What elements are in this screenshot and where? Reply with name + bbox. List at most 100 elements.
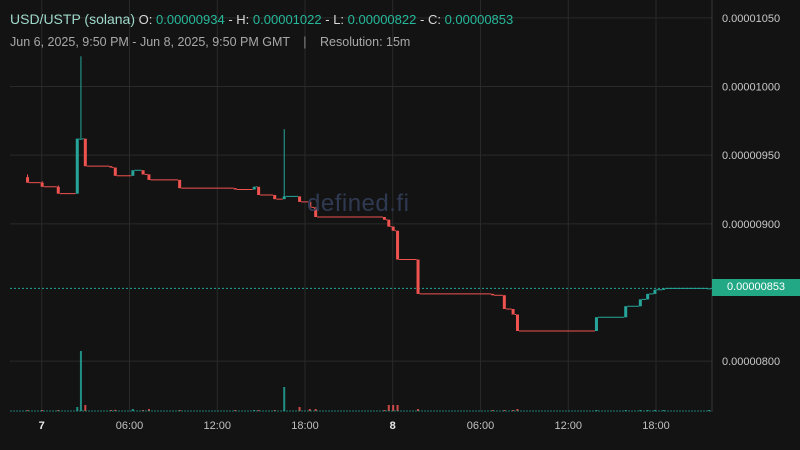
low-label: L: (333, 12, 345, 27)
candle-body (40, 182, 44, 187)
candle-body (83, 138, 87, 167)
candle-body (113, 167, 117, 176)
x-axis: 7 06:00 12:00 18:00 8 06:00 12:00 18:00 (39, 420, 670, 432)
volume-bar (396, 405, 399, 411)
volume-bar (298, 407, 301, 411)
high-label: H: (236, 12, 250, 27)
y-tick-label: 0.00001050 (722, 13, 780, 25)
x-tick-label: 12:00 (554, 420, 582, 432)
volume-bar (41, 410, 44, 411)
open-value: 0.00000934 (156, 12, 225, 27)
volume-bar (491, 410, 494, 411)
volume-bar (653, 410, 656, 411)
volume-bar (512, 410, 515, 411)
volume-bar (662, 410, 665, 411)
volume-bar (131, 409, 134, 411)
candle-body (79, 138, 83, 140)
candle-body (147, 174, 151, 180)
y-tick-label: 0.00000800 (722, 356, 780, 368)
candle-body (308, 201, 312, 208)
y-tick-label: 0.00000950 (722, 150, 780, 162)
volume-bar (387, 405, 390, 411)
candle-body (109, 166, 113, 168)
candle-body (638, 299, 642, 307)
candle-body (178, 179, 182, 189)
range-line: Jun 6, 2025, 9:50 PM - Jun 8, 2025, 9:50… (10, 33, 513, 51)
y-tick-label: 0.00001000 (722, 82, 780, 94)
x-tick-label: 7 (39, 420, 45, 432)
candle-body (502, 295, 506, 309)
candle-body (653, 289, 657, 294)
volume-bar (76, 407, 79, 411)
volume-bars (10, 351, 712, 412)
x-tick-label: 18:00 (291, 420, 319, 432)
x-tick-label: 12:00 (203, 420, 231, 432)
volume-bar (417, 409, 420, 411)
candle-body (314, 207, 318, 217)
volume-bar (283, 387, 286, 411)
y-tick-label: 0.00000900 (722, 219, 780, 231)
grid-lines (10, 0, 713, 412)
y-axis: 0.00001050 0.00001000 0.00000950 0.00000900… (722, 13, 780, 368)
candle-body (75, 138, 79, 194)
candle-body (511, 309, 515, 315)
volume-bar (257, 410, 260, 411)
date-range: Jun 6, 2025, 9:50 PM - Jun 8, 2025, 9:50… (10, 35, 290, 49)
x-tick-label: 8 (390, 420, 396, 432)
candle-body (416, 259, 420, 294)
separator: | (303, 35, 307, 49)
x-tick-label: 18:00 (642, 420, 670, 432)
dash-sep: - (325, 12, 330, 27)
open-label: O: (138, 12, 153, 27)
candle-body (391, 226, 395, 231)
ohlc-line: USD/USTP (solana) O: 0.00000934 - H: 0.0… (10, 10, 513, 29)
candle-body (257, 186, 261, 196)
candle-body (282, 196, 286, 200)
candle-body (707, 288, 711, 290)
volume-bar (503, 410, 506, 411)
candle-body (233, 188, 237, 190)
candle-body (624, 306, 628, 318)
candle-body (387, 219, 391, 227)
candle-body (646, 293, 650, 300)
candle-body (26, 177, 30, 183)
x-tick-label: 06:00 (467, 420, 495, 432)
volume-bar (26, 410, 29, 411)
volume-bar (314, 409, 317, 411)
watermark: defined.fi (307, 190, 410, 217)
candle-body (662, 288, 666, 290)
dash-sep: - (228, 12, 233, 27)
volume-bar (392, 405, 395, 411)
candle-body (131, 170, 135, 176)
close-label: C: (427, 12, 441, 27)
volume-bar (79, 351, 82, 411)
close-value: 0.00000853 (444, 12, 514, 27)
pair-title: USD/USTP (solana) (10, 11, 136, 27)
candles (26, 56, 711, 332)
chart-header: USD/USTP (solana) O: 0.00000934 - H: 0.0… (10, 10, 513, 51)
candle-body (594, 317, 598, 331)
volume-bar (308, 409, 311, 411)
x-tick-label: 06:00 (116, 420, 144, 432)
candle-body (382, 216, 386, 220)
volume-bar (147, 409, 150, 411)
resolution[interactable]: Resolution: 15m (320, 35, 411, 49)
current-price-badge: 0.00000853 (712, 279, 800, 296)
volume-bar (84, 405, 87, 411)
candle-body (396, 230, 400, 260)
high-value: 0.00001022 (252, 12, 322, 27)
candle-body (252, 186, 256, 190)
candle-body (491, 293, 495, 296)
candle-body (56, 186, 60, 194)
volume-bar (516, 409, 519, 411)
candle-body (141, 170, 145, 175)
candle-body (273, 195, 277, 200)
low-value: 0.00000822 (347, 12, 417, 27)
candle-body (515, 314, 519, 331)
volume-bar (383, 410, 386, 411)
candle-body (298, 196, 302, 202)
volume-bar (114, 409, 117, 411)
dash-sep: - (419, 12, 425, 27)
